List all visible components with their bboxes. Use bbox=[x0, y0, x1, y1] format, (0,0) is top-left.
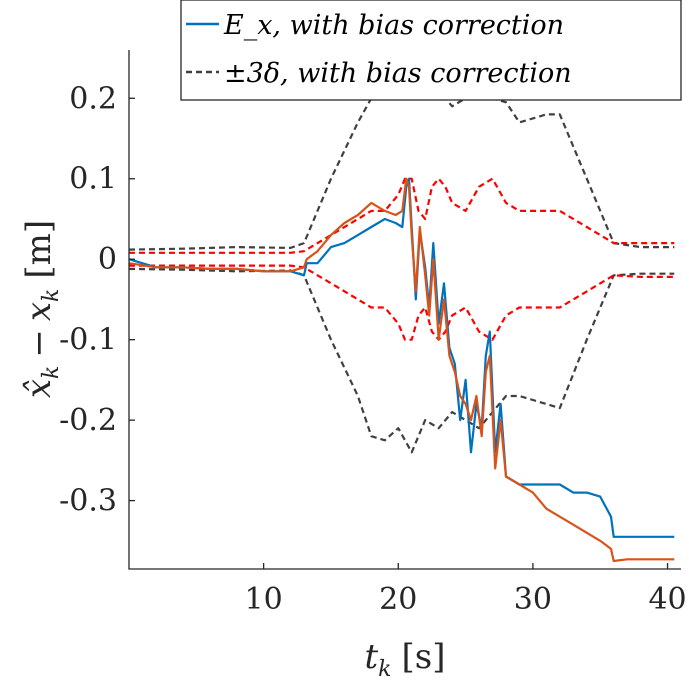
plot-background bbox=[129, 50, 681, 569]
y-tick-label: -0.1 bbox=[59, 323, 117, 358]
series-line-1 bbox=[128, 177, 675, 563]
series-line-5 bbox=[129, 264, 675, 341]
legend: E_x, with bias correction ±3δ, with bias… bbox=[180, 0, 682, 101]
x-tick-label: 40 bbox=[648, 582, 686, 617]
series-line-4 bbox=[129, 177, 675, 254]
y-tick-label: 0.1 bbox=[69, 162, 117, 197]
legend-label-bound: ±3δ, with bias correction bbox=[224, 58, 572, 89]
y-axis-label: x̂k−xk[m] bbox=[19, 220, 64, 398]
y-ticks: 0.2 0.1 0 -0.1 -0.2 -0.3 bbox=[59, 81, 135, 519]
x-axis-label: tk [s] bbox=[365, 637, 446, 682]
x-tick-label: 20 bbox=[379, 582, 417, 617]
series-line-3 bbox=[128, 267, 675, 454]
y-tick-label: 0.2 bbox=[69, 81, 117, 116]
y-tick-label: -0.2 bbox=[59, 403, 117, 438]
x-tick-label: 10 bbox=[245, 582, 283, 617]
y-tick-label: -0.3 bbox=[59, 484, 117, 519]
x-ticks: 10 20 30 40 bbox=[245, 563, 687, 617]
plot-area: 10 20 30 40 0.2 0.1 0 -0.1 -0.2 -0.3 bbox=[59, 50, 687, 617]
legend-box bbox=[180, 0, 682, 101]
y-tick-label: 0 bbox=[98, 242, 117, 277]
series-line-0 bbox=[128, 177, 675, 538]
legend-label-ex: E_x, with bias correction bbox=[223, 10, 564, 41]
x-tick-label: 30 bbox=[514, 582, 552, 617]
axis-box bbox=[128, 50, 681, 570]
